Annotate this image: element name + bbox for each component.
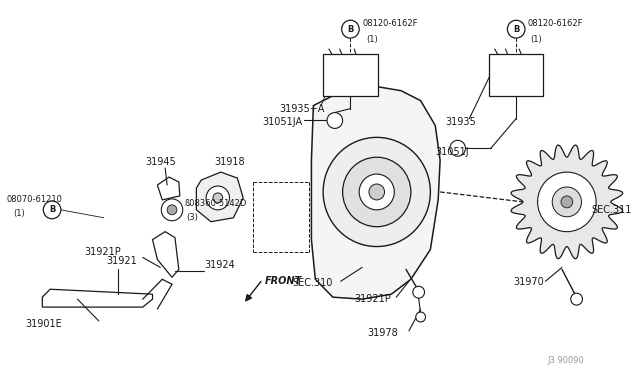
Text: 31921: 31921 bbox=[107, 256, 138, 266]
Circle shape bbox=[167, 205, 177, 215]
Polygon shape bbox=[152, 232, 179, 277]
Text: (1): (1) bbox=[13, 209, 25, 218]
Text: 31921P: 31921P bbox=[355, 294, 391, 304]
Text: 08070-61210: 08070-61210 bbox=[6, 195, 62, 204]
Text: 08120-6162F: 08120-6162F bbox=[362, 19, 418, 28]
Text: B: B bbox=[49, 205, 55, 214]
Text: (1): (1) bbox=[530, 35, 541, 44]
Text: 31051JA: 31051JA bbox=[262, 118, 303, 128]
Polygon shape bbox=[42, 289, 152, 307]
Polygon shape bbox=[511, 145, 623, 259]
Text: J3 90090: J3 90090 bbox=[547, 356, 584, 365]
Circle shape bbox=[369, 184, 385, 200]
Circle shape bbox=[213, 193, 223, 203]
Text: (3): (3) bbox=[187, 213, 198, 222]
Text: 31935: 31935 bbox=[445, 118, 476, 128]
Text: 31921P: 31921P bbox=[84, 247, 121, 257]
Text: ß08360-5142D: ß08360-5142D bbox=[185, 199, 247, 208]
Polygon shape bbox=[196, 172, 243, 222]
Text: B: B bbox=[513, 25, 519, 34]
Circle shape bbox=[508, 20, 525, 38]
Text: FRONT: FRONT bbox=[264, 276, 301, 286]
FancyBboxPatch shape bbox=[489, 54, 543, 96]
Circle shape bbox=[206, 186, 230, 210]
Circle shape bbox=[44, 201, 61, 219]
Text: 31924: 31924 bbox=[204, 260, 235, 270]
FancyBboxPatch shape bbox=[323, 54, 378, 96]
Text: 31945: 31945 bbox=[146, 157, 177, 167]
Text: (1): (1) bbox=[366, 35, 378, 44]
Circle shape bbox=[359, 174, 394, 210]
Circle shape bbox=[327, 113, 342, 128]
Text: 31051J: 31051J bbox=[435, 147, 469, 157]
Text: 08120-6162F: 08120-6162F bbox=[528, 19, 584, 28]
Polygon shape bbox=[312, 86, 440, 299]
Polygon shape bbox=[157, 177, 180, 200]
Text: B: B bbox=[348, 25, 354, 34]
Circle shape bbox=[561, 196, 573, 208]
Text: 31935+A: 31935+A bbox=[279, 103, 324, 113]
Circle shape bbox=[538, 172, 596, 232]
Text: 31901E: 31901E bbox=[26, 319, 63, 329]
Circle shape bbox=[416, 312, 426, 322]
Circle shape bbox=[342, 20, 359, 38]
Circle shape bbox=[323, 137, 430, 247]
Circle shape bbox=[342, 157, 411, 227]
Circle shape bbox=[552, 187, 582, 217]
Text: 31970: 31970 bbox=[513, 277, 544, 287]
Text: SEC.311: SEC.311 bbox=[591, 205, 632, 215]
Circle shape bbox=[571, 293, 582, 305]
Text: SEC.310: SEC.310 bbox=[292, 278, 332, 288]
Text: 31978: 31978 bbox=[367, 328, 397, 338]
Text: 31918: 31918 bbox=[214, 157, 244, 167]
Circle shape bbox=[413, 286, 424, 298]
Circle shape bbox=[450, 140, 465, 156]
Circle shape bbox=[161, 199, 183, 221]
